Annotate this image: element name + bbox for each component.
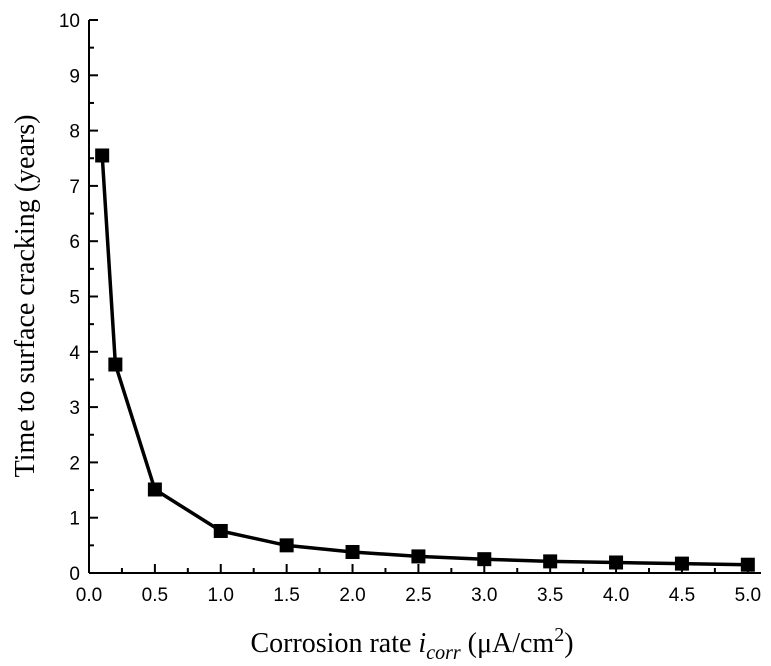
x-tick-label: 2.0 (339, 585, 365, 606)
x-tick-label: 3.0 (471, 585, 497, 606)
x-tick-label: 0.0 (76, 585, 102, 606)
x-tick-label: 5.0 (735, 585, 761, 606)
y-tick-label: 8 (69, 122, 80, 143)
y-tick-label: 5 (69, 288, 80, 309)
data-point (411, 549, 426, 564)
x-axis-title-unit-close: ) (564, 628, 573, 659)
y-tick-label: 6 (69, 232, 80, 253)
chart-axes (88, 20, 761, 574)
axis-tick-labels: 0.0 0.5 1.0 1.5 2.0 2.5 3.0 3.5 4.0 4.5 5.0 0 1 2 3 4 5 6… (59, 11, 761, 606)
x-tick-label: 4.5 (669, 585, 695, 606)
x-tick-label: 2.5 (405, 585, 431, 606)
y-tick-label: 10 (59, 11, 80, 32)
x-tick-label: 3.5 (537, 585, 563, 606)
data-point (345, 544, 360, 559)
data-point (674, 556, 689, 571)
x-tick-label: 0.5 (142, 585, 168, 606)
axis-ticks (88, 19, 749, 574)
data-point (95, 148, 110, 163)
series-line (100, 155, 748, 567)
y-tick-label: 0 (69, 564, 80, 585)
data-point (477, 552, 492, 567)
y-tick-label: 4 (69, 343, 80, 364)
y-tick-label: 3 (69, 398, 80, 419)
x-axis-title: Corrosion rate icorr (μA/cm2) (250, 624, 573, 664)
x-axis-title-variable: i (418, 628, 426, 659)
data-point (543, 554, 558, 569)
y-tick-label: 9 (69, 66, 80, 87)
y-tick-label: 1 (69, 509, 80, 530)
data-point (108, 357, 123, 372)
x-axis-title-superscript: 2 (554, 624, 564, 646)
x-axis-title-unit-open: (μA/cm (461, 628, 555, 659)
y-tick-label: 7 (69, 177, 80, 198)
data-point (213, 523, 228, 538)
x-axis-title-subscript: corr (426, 642, 461, 664)
data-point (279, 538, 294, 553)
x-axis-title-prefix: Corrosion rate (250, 628, 418, 659)
data-point (740, 557, 755, 572)
x-tick-label: 4.0 (603, 585, 629, 606)
data-point (147, 482, 162, 497)
plot-area (95, 148, 755, 572)
x-tick-label: 1.0 (208, 585, 234, 606)
data-point (609, 555, 624, 570)
y-axis-title: Time to surface cracking (years) (10, 115, 41, 478)
y-tick-label: 2 (69, 453, 80, 474)
x-tick-label: 1.5 (273, 585, 299, 606)
